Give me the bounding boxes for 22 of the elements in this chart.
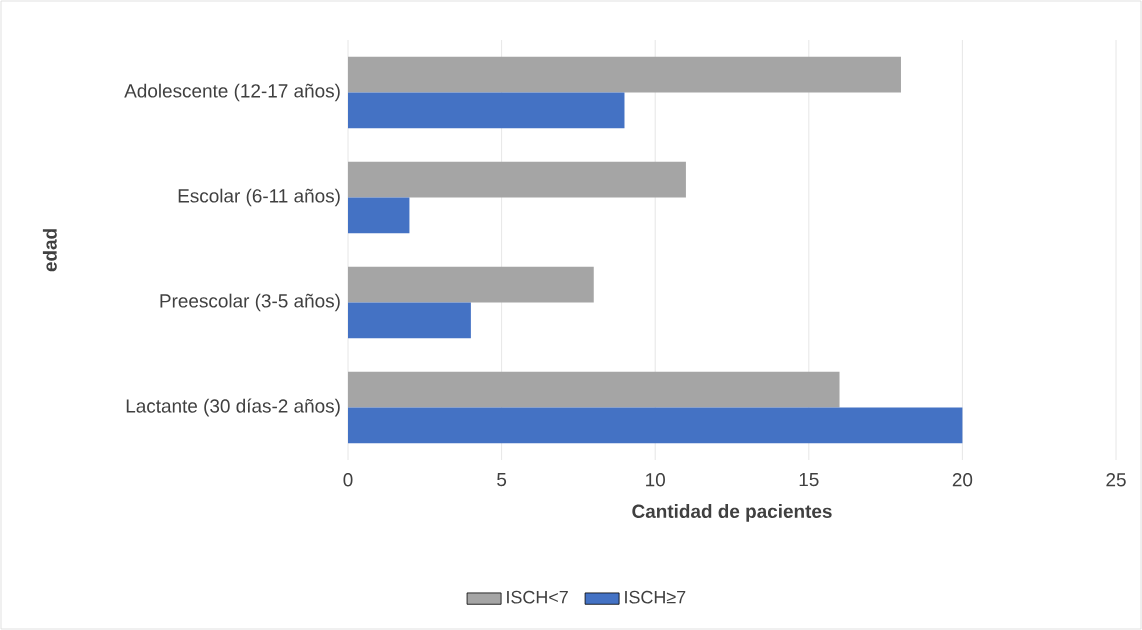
bar <box>348 161 686 198</box>
x-axis-title: Cantidad de pacientes <box>632 504 832 522</box>
x-tick-label: 25 <box>1106 473 1126 487</box>
bar <box>348 56 901 93</box>
x-tick-label: 20 <box>952 473 973 487</box>
x-tick-label: 15 <box>799 473 819 487</box>
bar <box>348 197 410 234</box>
legend-label: ISCH<7 <box>507 590 568 604</box>
y-axis-title: edad <box>42 229 57 272</box>
legend-label: ISCH≥7 <box>625 590 686 604</box>
x-tick-label: 5 <box>497 473 507 487</box>
bar <box>348 302 471 339</box>
bar <box>348 92 625 129</box>
bar <box>348 371 840 408</box>
bar <box>348 266 594 303</box>
x-tick-label: 0 <box>343 473 353 487</box>
bar <box>348 407 963 444</box>
y-tick-label: Adolescente (12-17 años) <box>124 83 340 102</box>
y-tick-label: Lactante (30 días-2 años) <box>126 398 340 417</box>
x-tick-label: 10 <box>646 473 665 487</box>
y-tick-label: Escolar (6-11 años) <box>178 188 340 207</box>
y-tick-label: Preescolar (3-5 años) <box>160 293 340 312</box>
